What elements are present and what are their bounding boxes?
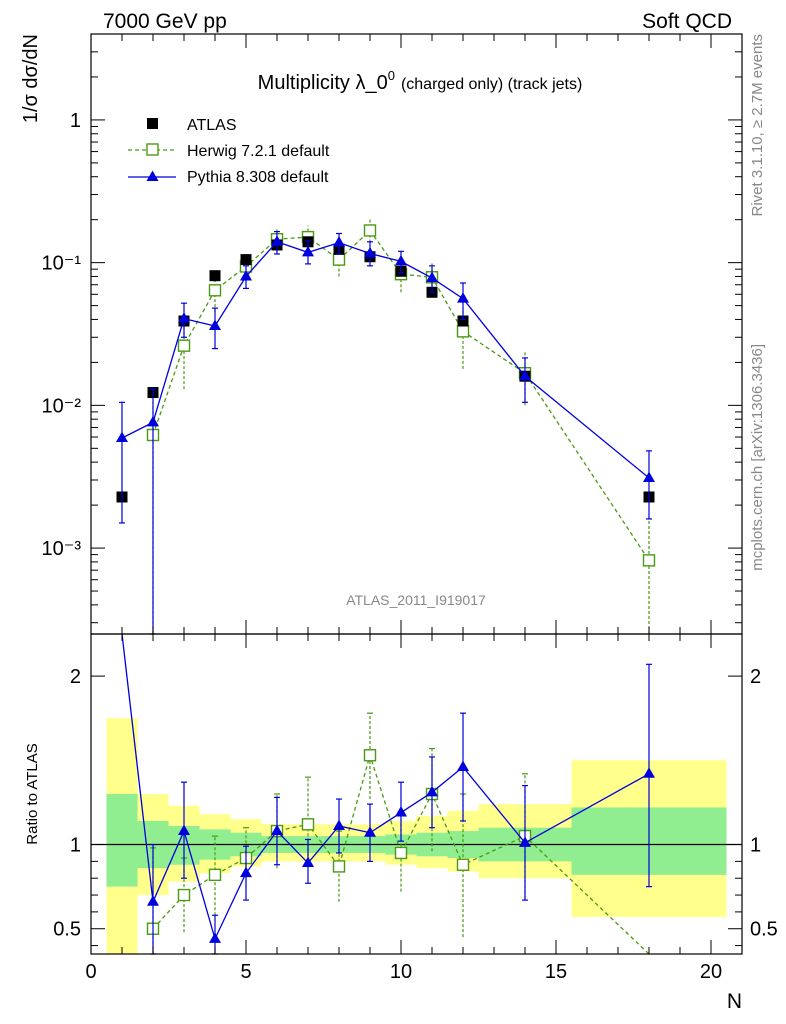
ratio-herwig-point [208,868,222,882]
ratio-pythia-point [395,806,407,817]
chart-title-suffix: (charged only) (track jets) [401,76,582,93]
ratio-y-tick-label-right: 1 [750,835,761,857]
x-tick-label: 20 [700,961,722,983]
x-tick-label: 5 [240,961,251,983]
process-label: Soft QCD [642,10,732,33]
pythia-point [240,269,252,281]
ratio-y-tick-label-right: 2 [750,666,761,688]
main-y-tick-label: 10⁻¹ [42,253,82,275]
pythia-point [116,431,128,443]
legend-atlas-label: ATLAS [187,117,237,134]
ratio-y-tick-label-right: 0.5 [750,919,778,941]
legend-herwig-marker [146,143,159,156]
pythia-point [302,245,314,257]
ratio-herwig-point [177,888,191,902]
ratio-herwig-point [456,858,470,871]
ratio-plot-frame [90,633,743,955]
svg-text:Multiplicity λ_00(charged only: Multiplicity λ_00 (charged only) (track j… [258,68,583,94]
ratio-pythia-point [643,767,655,778]
pythia-point [519,369,531,381]
ratio-pythia-point [209,932,221,943]
ratio-pythia-point [302,856,314,868]
pythia-point [271,235,283,246]
x-tick-label: 10 [390,961,412,983]
pythia-point [209,319,221,330]
pythia-point [426,271,438,283]
ratio-y-tick-label: 1 [70,835,81,857]
ratio-pythia-point [457,760,469,772]
main-plot-panel: 1 10⁻¹ 10⁻² 10⁻³ 1/σ dσ/dN Multiplicity λ_0… [20,33,743,635]
ratio-stat-band [106,794,138,887]
ratio-herwig-point [301,818,315,831]
ratio-pythia-point [333,819,345,830]
ratio-herwig-point [363,749,377,762]
ratio-y-tick-label: 2 [70,666,81,688]
rivet-label: Rivet 3.1.10, ≥ 2.7M events [749,34,766,217]
x-axis-label: N [727,990,742,1013]
ratio-plot-panel: 0 5 10 15 20 0.5 0.5 1 1 2 2 Ratio to ATLAS N [24,633,778,1013]
mcplots-label: mcplots.cern.ch [arXiv:1306.3436] [749,344,766,571]
ratio-pythia-point [426,785,438,797]
ratio-pythia-point [147,895,159,906]
x-tick-label: 15 [545,961,567,983]
ratio-pythia-point [271,824,283,836]
legend-entry-atlas: ATLAS [147,117,237,134]
legend-herwig-label: Herwig 7.2.1 default [187,143,330,160]
pythia-point [395,254,407,266]
ratio-herwig-point [394,846,408,860]
pythia-point [333,236,345,247]
pythia-point [364,246,376,258]
chart-title-superscript: 0 [388,68,395,83]
ratio-herwig-point [332,860,346,873]
herwig-point [208,284,222,297]
legend-entry-herwig: Herwig 7.2.1 default [128,143,330,160]
pythia-point [178,312,190,323]
legend-pythia-marker [146,170,159,181]
pythia-line [121,241,650,479]
analysis-label: ATLAS_2011_I919017 [346,592,486,608]
main-y-tick-label: 1 [70,110,81,132]
main-chart-title: Multiplicity λ_00 (charged only) (track j… [258,68,583,94]
pythia-point [147,415,159,427]
herwig-point [177,339,191,352]
herwig-point [642,554,656,567]
pythia-point [457,292,469,303]
x-tick-label: 0 [85,961,96,983]
legend-atlas-marker [147,118,158,129]
main-y-tick-label: 10⁻³ [42,538,82,560]
ratio-pythia-point [519,836,531,847]
ratio-pythia-point [178,824,190,836]
pythia-point [643,471,655,482]
legend-pythia-label: Pythia 8.308 default [187,169,329,186]
chart-title-main: Multiplicity λ_0 [258,72,388,94]
ratio-y-axis-label: Ratio to ATLAS [24,743,41,844]
main-y-axis-label: 1/σ dσ/dN [20,34,42,123]
energy-label: 7000 GeV pp [103,10,227,33]
herwig-point [363,224,377,237]
ratio-y-tick-label: 0.5 [53,919,81,941]
main-y-tick-label: 10⁻² [42,395,82,417]
legend-entry-pythia: Pythia 8.308 default [128,169,329,186]
ratio-pythia-line [121,633,650,941]
atlas-point [240,254,252,266]
herwig-point [332,253,346,266]
legend: ATLAS Herwig 7.2.1 default Pythia 8.308 … [128,117,330,186]
herwig-point [456,325,470,338]
ratio-pythia-point [364,826,376,837]
atlas-point [209,270,221,282]
atlas-point [457,315,469,327]
ratio-pythia-point [240,866,252,878]
